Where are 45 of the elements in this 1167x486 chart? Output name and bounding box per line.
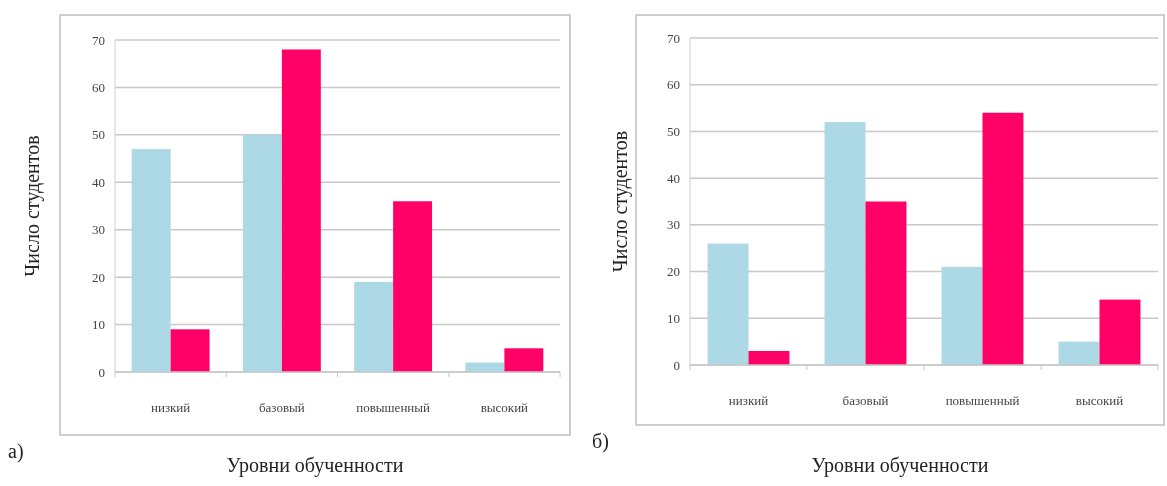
- bar: [748, 350, 790, 365]
- y-tick-label: 60: [92, 79, 105, 95]
- bar: [1099, 299, 1141, 365]
- bar: [131, 149, 171, 372]
- y-tick-label: 50: [667, 123, 680, 139]
- y-tick-label: 20: [667, 264, 680, 280]
- y-tick-label: 0: [98, 364, 105, 380]
- bar: [393, 201, 433, 372]
- text: б): [592, 430, 609, 453]
- x-tick-label: высокий: [480, 400, 529, 415]
- y-tick-label: 60: [667, 77, 680, 93]
- y-tick-label: 40: [667, 170, 680, 186]
- x-tick-label: базовый: [842, 393, 889, 408]
- y-tick-label: 70: [92, 32, 105, 48]
- y-tick-label: 20: [92, 269, 105, 285]
- x-tick-label: низкий: [150, 400, 191, 415]
- x-tick-label: базовый: [258, 400, 305, 415]
- bar: [707, 243, 749, 365]
- x-axis-title: Уровни обученности: [226, 454, 404, 477]
- text: а): [8, 440, 24, 463]
- bar: [941, 266, 983, 365]
- y-tick-label: 50: [92, 127, 105, 143]
- y-tick-label: 30: [92, 222, 105, 238]
- x-tick-label: низкий: [728, 393, 769, 408]
- y-tick-label: 0: [673, 357, 680, 373]
- bar: [1058, 341, 1100, 365]
- x-tick-label: повышенный: [945, 393, 1020, 408]
- y-tick-label: 10: [667, 310, 680, 326]
- x-axis-title: Уровни обученности: [811, 454, 989, 477]
- bar: [865, 201, 907, 365]
- y-axis-title: Число студентов: [21, 135, 44, 277]
- bar: [242, 134, 282, 372]
- bar: [504, 348, 544, 372]
- x-tick-label: высокий: [1075, 393, 1124, 408]
- y-tick-label: 30: [667, 217, 680, 233]
- bar: [824, 122, 866, 365]
- y-tick-label: 70: [667, 30, 680, 46]
- y-tick-label: 40: [92, 174, 105, 190]
- y-axis-title: Число студентов: [609, 130, 632, 273]
- bar: [281, 49, 321, 372]
- x-tick-label: повышенный: [356, 400, 431, 415]
- bar: [354, 281, 394, 372]
- y-tick-label: 10: [92, 317, 105, 333]
- bar: [982, 112, 1024, 365]
- bar: [170, 329, 210, 372]
